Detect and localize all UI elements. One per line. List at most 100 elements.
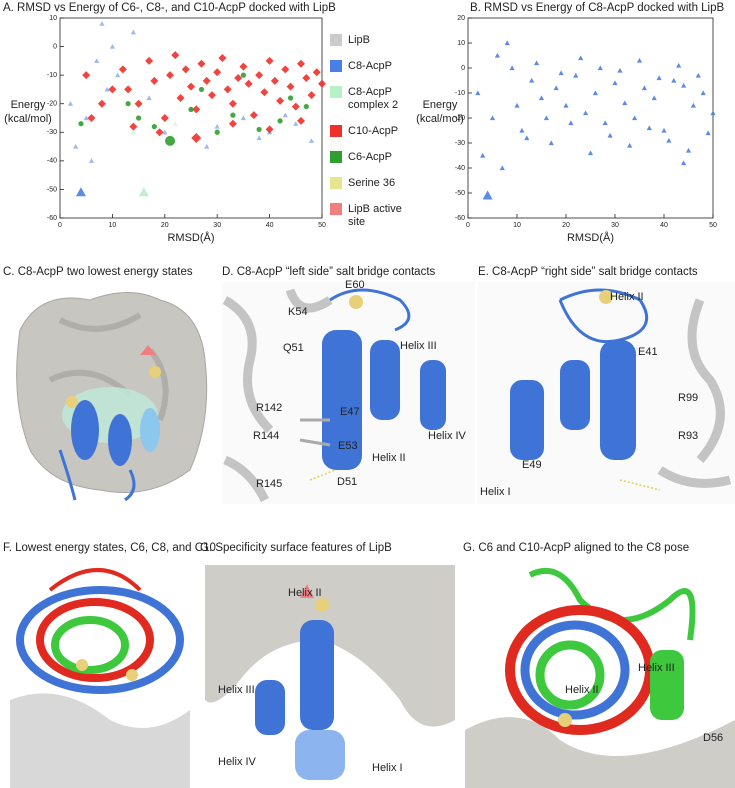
- point: [130, 29, 136, 35]
- point: [207, 91, 216, 100]
- point: [568, 120, 574, 126]
- point: [138, 187, 149, 197]
- point: [480, 152, 486, 158]
- structure-label: Helix III: [218, 684, 255, 696]
- point: [187, 82, 195, 91]
- salt-bridge: [619, 479, 661, 491]
- point: [73, 143, 79, 149]
- helix: [510, 380, 544, 460]
- point: [192, 105, 201, 114]
- atom: [315, 598, 329, 612]
- point: [223, 85, 232, 94]
- point: [234, 74, 243, 82]
- structure-label: K54: [288, 306, 308, 318]
- active-site: [300, 584, 314, 598]
- point: [587, 150, 594, 156]
- y-tick-label: -20: [455, 115, 465, 122]
- structure-label: D56: [703, 732, 723, 744]
- y-tick-label: 0: [461, 65, 465, 72]
- point: [115, 72, 121, 78]
- structure-label: Helix I: [480, 486, 511, 498]
- point: [165, 135, 176, 146]
- point: [239, 62, 248, 71]
- point: [134, 99, 143, 108]
- panel-e-image: [478, 282, 735, 504]
- structure-label: Q51: [283, 342, 304, 354]
- point: [124, 85, 133, 94]
- structure-label: E47: [340, 406, 360, 418]
- point: [627, 142, 633, 148]
- point: [172, 121, 178, 126]
- point: [685, 147, 692, 153]
- point: [125, 101, 131, 107]
- point: [494, 52, 500, 58]
- point: [265, 56, 274, 65]
- y-tick-label: 0: [53, 43, 57, 50]
- y-tick-label: -40: [47, 158, 57, 165]
- structure-label: Helix II: [565, 684, 599, 696]
- point: [97, 99, 106, 108]
- point: [87, 114, 96, 122]
- point: [218, 54, 227, 62]
- loop: [329, 288, 411, 332]
- point: [636, 57, 643, 63]
- point: [583, 110, 589, 116]
- panel-g-image: [198, 558, 460, 788]
- point: [671, 77, 677, 83]
- point: [312, 68, 321, 77]
- legend-swatch: [330, 60, 342, 72]
- point: [265, 125, 274, 134]
- structure-label: E60: [345, 279, 365, 291]
- point: [176, 94, 185, 102]
- structure-label: Helix IV: [218, 756, 257, 768]
- structure-label: Helix II: [610, 291, 644, 303]
- point: [529, 77, 535, 83]
- legend-swatch: [330, 34, 342, 46]
- point: [302, 74, 311, 82]
- chart-title: B. RMSD vs Energy of C8-AcpP docked with…: [470, 2, 725, 14]
- point: [67, 101, 74, 106]
- helix: [140, 408, 160, 452]
- y-tick-label: -60: [455, 215, 465, 222]
- point: [260, 88, 269, 97]
- helix: [600, 340, 636, 460]
- y-tick-label: -40: [455, 165, 465, 172]
- point: [617, 67, 623, 73]
- point: [151, 123, 157, 130]
- y-tick-label: -30: [455, 140, 465, 147]
- point: [558, 70, 564, 76]
- point: [519, 127, 525, 133]
- point: [191, 133, 202, 143]
- point: [146, 95, 152, 101]
- point: [622, 100, 628, 106]
- point: [256, 126, 262, 133]
- legend-label: LipB active site: [348, 203, 405, 228]
- point: [710, 110, 716, 116]
- point: [695, 72, 701, 78]
- structure-label: Helix IV: [428, 430, 467, 442]
- point: [160, 114, 169, 122]
- structure-label: E49: [522, 459, 542, 471]
- salt-bridge: [309, 469, 336, 481]
- point: [240, 115, 246, 121]
- helix: [322, 330, 362, 470]
- helix: [535, 640, 605, 710]
- panel-d-image: [222, 282, 475, 504]
- atom: [76, 659, 88, 671]
- point: [287, 95, 294, 101]
- structure-label: R144: [253, 430, 279, 442]
- lipb-ribbon: [657, 298, 732, 488]
- structure-label: Helix III: [638, 662, 675, 674]
- point: [197, 59, 206, 68]
- point: [538, 95, 545, 101]
- x-tick-label: 40: [660, 222, 668, 229]
- x-tick-label: 10: [109, 222, 117, 229]
- point: [94, 58, 100, 63]
- point: [291, 102, 300, 111]
- y-tick-label: -30: [47, 129, 57, 136]
- point: [188, 106, 194, 113]
- x-tick-label: 20: [161, 222, 169, 229]
- y-tick-label: 10: [49, 15, 57, 22]
- point: [230, 112, 236, 118]
- panel-c-image: [5, 282, 215, 504]
